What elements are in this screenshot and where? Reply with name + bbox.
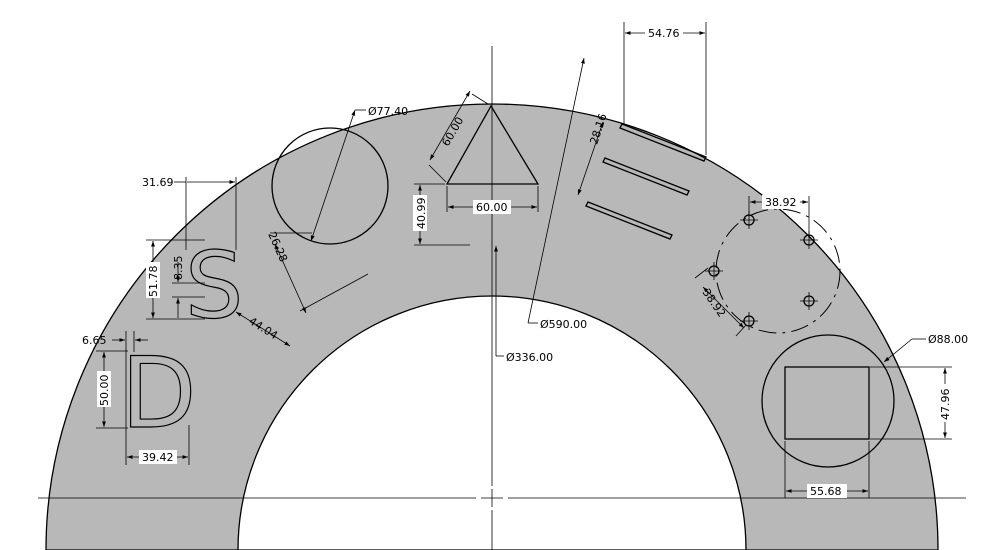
bolt-hole: [800, 292, 818, 310]
d-letter: D: [121, 337, 196, 451]
bolt-holes: [705, 211, 818, 330]
triangle-height-label: 40.99: [415, 198, 428, 230]
slots-width-label: 54.76: [648, 27, 680, 40]
s-stroke-label: 8.35: [172, 256, 185, 281]
slot-group: [585, 123, 707, 240]
d-width-label: 39.42: [142, 451, 174, 464]
s-height-label: 51.78: [147, 266, 160, 298]
boss-diameter-label: Ø88.00: [928, 333, 968, 346]
bolt-circle: [715, 208, 841, 334]
center-mark: [476, 486, 508, 510]
s-letter: S: [185, 232, 243, 339]
triangle-base-label: 60.00: [476, 201, 508, 214]
holes-spacing-label: 38.92: [765, 196, 797, 209]
circle-diameter-line: [310, 109, 356, 242]
rect-width-label: 55.68: [810, 485, 842, 498]
rect-height-label: 47.96: [939, 389, 952, 421]
ring-part: [45, 103, 939, 550]
d-height-label: 50.00: [98, 375, 111, 407]
inner-diameter-label: Ø336.00: [506, 351, 553, 364]
outer-diameter-label: Ø590.00: [540, 318, 587, 331]
rectangle-cutout: [784, 366, 870, 440]
bolt-hole: [705, 262, 723, 280]
d-stroke-label: 6.65: [82, 334, 107, 347]
s-width-label: 31.69: [142, 176, 174, 189]
circle-diameter-label: Ø77.40: [368, 105, 408, 118]
boss-circle: [761, 334, 895, 468]
